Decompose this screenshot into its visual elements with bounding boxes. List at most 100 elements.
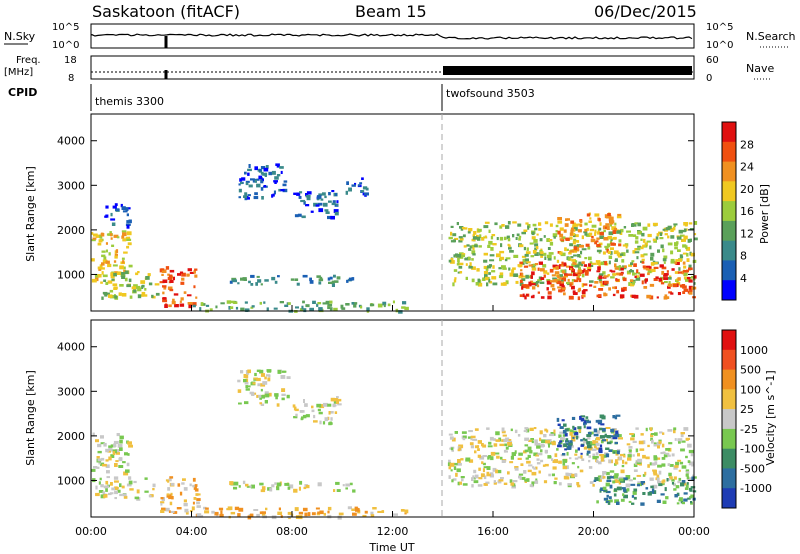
velocity-cell-3-29 — [370, 511, 374, 515]
velocity-cell-5-44 — [280, 375, 286, 379]
power-cell-11-51 — [579, 224, 583, 227]
power-cell-9-259 — [683, 276, 688, 280]
velocity-cell-5-47 — [281, 388, 286, 392]
power-cell-1-28 — [103, 279, 107, 282]
power-cell-0-60 — [101, 262, 105, 266]
velocity-cell-5-40 — [252, 392, 257, 395]
power-cell-0-65 — [126, 245, 130, 249]
power-cell-10-156 — [562, 286, 566, 290]
power-cell-11-1 — [557, 220, 563, 224]
power-cell-9-389 — [676, 241, 679, 245]
velocity-cell-9-52 — [681, 501, 685, 505]
velocity-cell-1-24 — [96, 456, 100, 459]
velocity-cell-0-26 — [134, 496, 139, 500]
velocity-cell-7-465 — [662, 479, 666, 483]
power-cell-7-13 — [305, 193, 309, 197]
velocity-cell-8-44 — [586, 426, 592, 430]
velocity-cell-9-79 — [674, 494, 678, 498]
power-cell-4-26 — [205, 304, 210, 307]
velocity-cell-5-39 — [246, 371, 250, 375]
power-cell-9-504 — [494, 222, 498, 226]
velocity-cell-7-286 — [448, 475, 451, 479]
velocity-cell-7-3 — [452, 478, 457, 481]
velocity-colorbar-swatch-1 — [722, 349, 736, 371]
power-cell-0-26 — [114, 255, 118, 259]
power-cell-1-45 — [105, 282, 109, 285]
power-cell-9-291 — [549, 223, 553, 227]
velocity-cell-7-253 — [474, 474, 479, 479]
velocity-cell-5-54 — [257, 394, 262, 398]
power-cell-0-41 — [121, 257, 125, 260]
velocity-cell-7-48 — [448, 459, 451, 463]
power-cell-11-74 — [557, 230, 561, 235]
power-cell-9-164 — [534, 252, 539, 256]
power-cell-10-215 — [559, 276, 562, 280]
velocity-cell-9-66 — [689, 496, 692, 499]
power-cell-9-542 — [515, 280, 519, 284]
velocity-cell-8-38 — [599, 444, 603, 448]
velocity-cell-9-59 — [602, 486, 607, 490]
power-cell-9-320 — [460, 228, 464, 231]
velocity-cell-7-413 — [597, 475, 601, 478]
velocity-cell-3-37 — [259, 511, 264, 515]
power-cell-9-62 — [631, 260, 635, 263]
power-cell-9-157 — [647, 268, 653, 273]
power-cell-6-21 — [253, 195, 259, 200]
power-cell-9-415 — [685, 278, 689, 282]
power-cell-9-90 — [663, 255, 668, 259]
velocity-cell-7-2 — [673, 429, 676, 434]
velocity-cell-7-336 — [651, 439, 654, 444]
velocity-cell-7-158 — [477, 484, 483, 487]
power-cell-9-449 — [456, 253, 462, 258]
power-cell-0-34 — [98, 268, 102, 271]
velocity-cell-7-252 — [517, 434, 521, 437]
power-cell-9-160 — [667, 242, 673, 246]
power-cell-7-35 — [306, 196, 311, 201]
power-cell-3-42 — [172, 298, 175, 303]
velocity-cell-7-326 — [556, 448, 559, 451]
velocity-cell-7-509 — [449, 436, 454, 440]
power-cell-11-59 — [604, 214, 610, 219]
power-cell-5-22 — [328, 281, 333, 284]
power-cell-10-110 — [553, 279, 558, 283]
power-cell-10-136 — [660, 282, 665, 285]
velocity-cell-7-371 — [613, 475, 616, 479]
power-cell-9-78 — [499, 225, 503, 229]
velocity-cell-9-61 — [622, 488, 627, 492]
power-cell-9-492 — [635, 236, 639, 240]
velocity-cell-7-102 — [671, 478, 675, 482]
velocity-cell-7-68 — [478, 467, 481, 471]
power-cell-9-200 — [473, 231, 477, 235]
velocity-cell-7-470 — [553, 429, 556, 434]
velocity-cell-4-4 — [352, 489, 356, 493]
velocity-cell-8-35 — [557, 423, 561, 426]
power-cell-6-43 — [241, 177, 246, 181]
velocity-cell-1-12 — [113, 440, 119, 444]
velocity-cell-6-12 — [304, 403, 308, 407]
power-cell-9-303 — [539, 238, 543, 242]
power-cell-9-470 — [484, 235, 487, 239]
velocity-cell-7-146 — [671, 453, 675, 457]
power-cell-6-61 — [260, 180, 264, 184]
power-cell-5-33 — [319, 276, 323, 280]
velocity-cell-7-350 — [486, 427, 490, 430]
power-cell-9-417 — [632, 272, 635, 276]
power-cell-7-26 — [317, 202, 323, 206]
velocity-cell-7-300 — [507, 471, 510, 475]
power-cell-9-5 — [566, 248, 569, 251]
power-cell-10-154 — [519, 261, 524, 265]
velocity-cell-3-17 — [298, 511, 304, 515]
power-cell-9-204 — [670, 228, 674, 232]
power-cell-9-201 — [485, 267, 489, 271]
power-cell-9-47 — [523, 246, 526, 251]
power-cell-11-32 — [617, 213, 622, 217]
velocity-cell-7-144 — [681, 440, 686, 443]
velocity-cell-8-78 — [586, 441, 591, 445]
power-cell-9-22 — [453, 279, 457, 283]
velocity-cell-0-18 — [102, 491, 105, 494]
power-cell-10-6 — [614, 267, 619, 270]
velocity-cell-9-40 — [614, 499, 619, 503]
velocity-cell-2-37 — [160, 501, 165, 504]
power-cell-11-37 — [589, 228, 595, 232]
velocity-cell-8-65 — [580, 415, 586, 418]
